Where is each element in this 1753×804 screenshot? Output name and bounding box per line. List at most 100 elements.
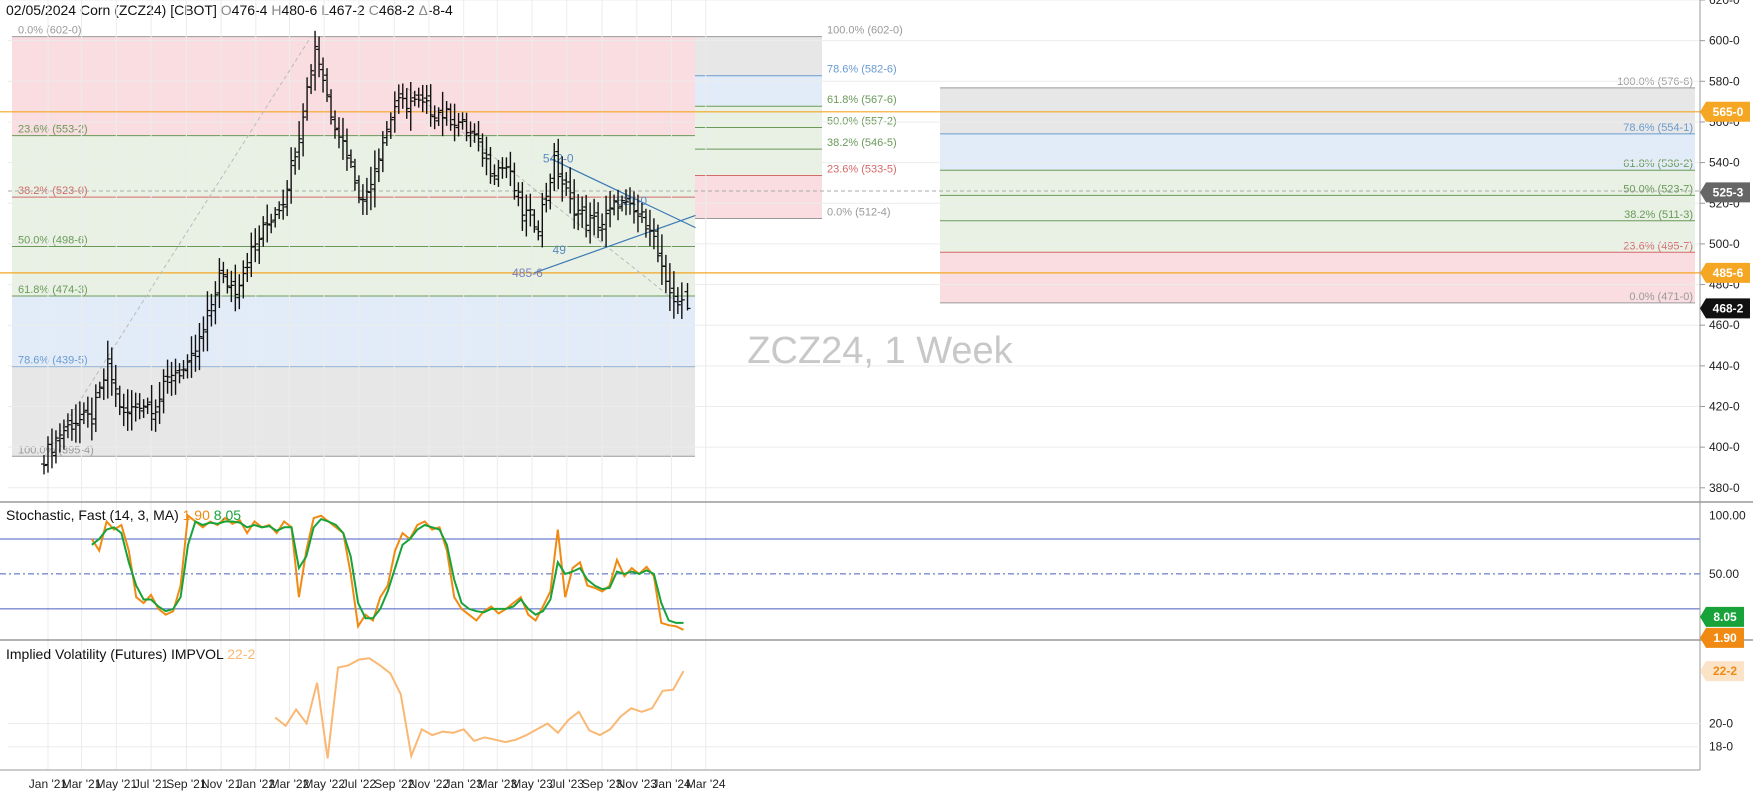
ohlc-bar[interactable] (642, 208, 649, 238)
ohlc-bar[interactable] (268, 213, 275, 234)
ohlc-bar[interactable] (379, 131, 386, 173)
ohlc-bar[interactable] (172, 358, 179, 395)
ohlc-bar[interactable] (168, 361, 175, 396)
ohlc-bar[interactable] (535, 220, 542, 241)
ohlc-bar[interactable] (607, 190, 614, 228)
ohlc-bar[interactable] (407, 81, 414, 131)
ohlc-bar[interactable] (280, 189, 287, 220)
ohlc-bar[interactable] (232, 264, 239, 312)
ohlc-bar[interactable] (132, 392, 139, 422)
ohlc-bar[interactable] (64, 413, 71, 439)
ohlc-bar[interactable] (355, 175, 362, 204)
ohlc-bar[interactable] (136, 393, 143, 420)
ohlc-bar[interactable] (80, 402, 87, 425)
ohlc-bar[interactable] (459, 112, 466, 130)
ohlc-bar[interactable] (292, 147, 299, 175)
ohlc-bar[interactable] (547, 173, 554, 210)
ohlc-bar[interactable] (52, 430, 59, 464)
ohlc-bar[interactable] (611, 194, 618, 216)
ohlc-bar[interactable] (272, 207, 279, 228)
ohlc-bar[interactable] (252, 228, 259, 263)
ohlc-bar[interactable] (555, 138, 562, 190)
ohlc-bar[interactable] (678, 282, 685, 320)
ohlc-bar[interactable] (615, 189, 622, 221)
ohlc-bar[interactable] (328, 89, 335, 125)
ohlc-bar[interactable] (623, 189, 630, 216)
ohlc-bar[interactable] (208, 293, 215, 327)
ohlc-bar[interactable] (56, 423, 63, 453)
ohlc-bar[interactable] (347, 149, 354, 168)
ohlc-bar[interactable] (216, 258, 223, 309)
ohlc-bar[interactable] (244, 252, 251, 282)
ohlc-bar[interactable] (531, 209, 538, 233)
ohlc-bar[interactable] (180, 360, 187, 380)
ohlc-bar[interactable] (88, 397, 95, 441)
ohlc-bar[interactable] (638, 202, 645, 223)
ohlc-bar[interactable] (320, 57, 327, 93)
ohlc-bar[interactable] (447, 103, 454, 131)
ohlc-bar[interactable] (563, 172, 570, 196)
ohlc-bar[interactable] (519, 181, 526, 231)
ohlc-bar[interactable] (479, 133, 486, 167)
ohlc-bar[interactable] (487, 146, 494, 184)
ohlc-bar[interactable] (395, 84, 402, 114)
ohlc-bar[interactable] (539, 192, 546, 248)
ohlc-bar[interactable] (595, 202, 602, 239)
ohlc-bar[interactable] (363, 177, 370, 215)
ohlc-bar[interactable] (367, 166, 374, 211)
ohlc-bar[interactable] (403, 88, 410, 119)
ohlc-bar[interactable] (152, 399, 159, 432)
ohlc-bar[interactable] (200, 316, 207, 352)
ohlc-bar[interactable] (463, 112, 470, 142)
ohlc-bar[interactable] (387, 112, 394, 139)
ohlc-bar[interactable] (587, 202, 594, 244)
ohlc-bar[interactable] (48, 428, 55, 469)
ohlc-bar[interactable] (343, 128, 350, 171)
ohlc-bar[interactable] (559, 156, 566, 202)
ohlc-bar[interactable] (192, 334, 199, 372)
ohlc-bar[interactable] (300, 103, 307, 157)
ohlc-bar[interactable] (634, 194, 641, 233)
ohlc-bar[interactable] (451, 103, 458, 142)
ohlc-bar[interactable] (515, 182, 522, 207)
ohlc-bar[interactable] (124, 389, 131, 431)
ohlc-bar[interactable] (220, 261, 227, 284)
ohlc-bar[interactable] (619, 195, 626, 212)
ohlc-bar[interactable] (351, 158, 358, 191)
ohlc-bar[interactable] (156, 382, 163, 424)
ohlc-bar[interactable] (212, 281, 219, 325)
ohlc-bar[interactable] (188, 336, 195, 378)
ohlc-bar[interactable] (60, 419, 67, 450)
ohlc-bar[interactable] (551, 142, 558, 191)
ohlc-bar[interactable] (76, 401, 83, 444)
ohlc-bar[interactable] (427, 84, 434, 127)
ohlc-bar[interactable] (475, 121, 482, 152)
ohlc-bar[interactable] (68, 408, 75, 441)
ohlc-bar[interactable] (164, 359, 171, 394)
ohlc-bar[interactable] (471, 123, 478, 143)
ohlc-bar[interactable] (176, 363, 183, 384)
ohlc-bar[interactable] (646, 209, 653, 247)
ohlc-bar[interactable] (204, 291, 211, 352)
ohlc-bar[interactable] (583, 194, 590, 238)
ohlc-bar[interactable] (120, 393, 127, 427)
ohlc-bar[interactable] (284, 180, 291, 217)
ohlc-bar[interactable] (112, 364, 119, 407)
ohlc-bar[interactable] (288, 147, 295, 204)
ohlc-bar[interactable] (160, 369, 167, 414)
ohlc-bar[interactable] (276, 201, 283, 220)
ohlc-bar[interactable] (684, 283, 691, 311)
ohlc-bar[interactable] (196, 322, 203, 371)
ohlc-bar[interactable] (591, 198, 598, 236)
ohlc-bar[interactable] (579, 196, 586, 228)
ohlc-bar[interactable] (543, 182, 550, 213)
ohlc-bar[interactable] (419, 84, 426, 113)
ohlc-bar[interactable] (371, 150, 378, 208)
ohlc-bar[interactable] (567, 167, 574, 214)
ohlc-bar[interactable] (184, 354, 191, 379)
ohlc-bar[interactable] (431, 105, 438, 130)
ohlc-bar[interactable] (316, 36, 323, 78)
ohlc-bar[interactable] (144, 397, 151, 415)
ohlc-bar[interactable] (224, 269, 231, 294)
ohlc-bar[interactable] (332, 110, 339, 139)
